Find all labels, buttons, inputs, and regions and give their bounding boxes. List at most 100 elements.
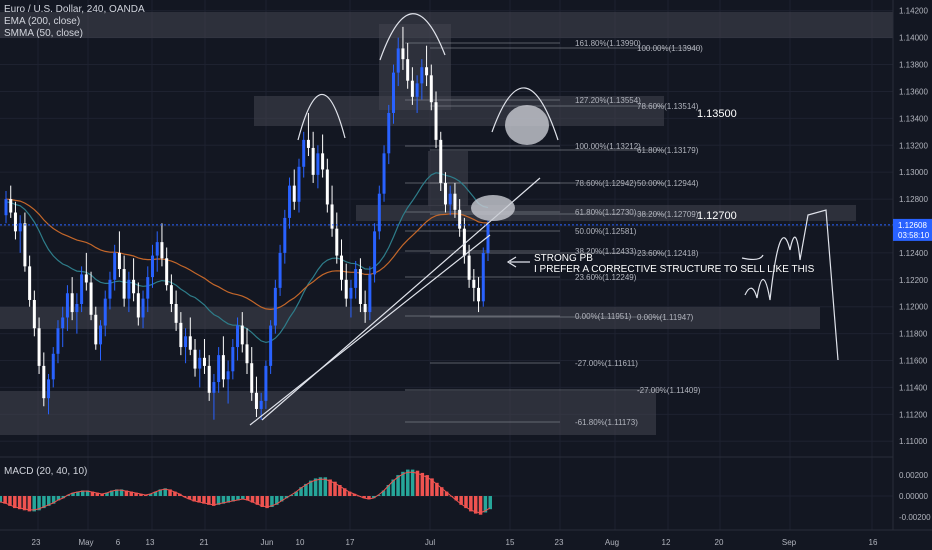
time-tick-label: Jul [425, 538, 435, 547]
macd-histogram-bar [459, 496, 463, 505]
fib-label: 100.00%(1.13940) [637, 44, 703, 53]
candle-body [467, 255, 471, 280]
annotation-line-2: I PREFER A CORRECTIVE STRUCTURE TO SELL … [534, 264, 815, 275]
annotation-line-1: STRONG PB [534, 253, 593, 264]
macd-histogram-bar [289, 494, 294, 496]
supply-demand-zones [0, 12, 893, 435]
macd-histogram-bar [221, 496, 226, 504]
macd-histogram-bar [444, 491, 449, 496]
fib-label: 78.60%(1.13514) [637, 102, 699, 111]
price-tick-label: 1.14000 [899, 34, 928, 43]
candle-body [169, 285, 173, 305]
macd-histogram-bar [265, 496, 269, 509]
macd-histogram-bar [338, 485, 342, 496]
price-tick-label: 1.11800 [899, 330, 928, 339]
candle-body [212, 382, 216, 393]
time-tick-label: 17 [346, 538, 355, 547]
candle-body [32, 299, 36, 329]
candle-body [23, 223, 27, 267]
macd-histogram-bar [367, 496, 371, 500]
macd-histogram-bar [381, 490, 386, 496]
macd-histogram-bar [187, 496, 192, 500]
hand-drawn-stroke [249, 234, 491, 426]
candle-body [122, 269, 126, 299]
macd-histogram-bar [66, 494, 70, 496]
time-tick-label: 20 [715, 538, 724, 547]
candle-body [184, 336, 188, 348]
fib-label: -27.00%(1.11611) [575, 359, 638, 368]
candle-body [13, 212, 17, 232]
price-tick-label: 1.12000 [899, 303, 928, 312]
candle-body [477, 287, 481, 302]
macd-histogram-bar [406, 469, 410, 496]
candle-body [51, 353, 55, 380]
macd-histogram-bar [197, 496, 201, 503]
macd-histogram-bar [51, 496, 56, 504]
macd-histogram-bar [275, 496, 279, 505]
macd-histogram-bar [105, 492, 109, 496]
macd-histogram-bar [80, 490, 85, 496]
candle-body [387, 112, 391, 154]
candle-body [349, 287, 353, 299]
hand-drawings [249, 13, 839, 426]
candle-body [245, 344, 249, 364]
candle-body [174, 304, 178, 323]
candle-body [113, 252, 117, 280]
candle-body [401, 48, 405, 60]
symbol-title[interactable]: Euro / U.S. Dollar, 240, OANDA [4, 4, 145, 15]
macd-histogram-bar [114, 489, 119, 496]
candle-body [221, 355, 225, 380]
macd-histogram-bar [0, 496, 2, 503]
fib-label: 50.00%(1.12581) [575, 227, 637, 236]
candle-body [146, 277, 150, 299]
candle-body [240, 325, 244, 345]
candle-body [226, 371, 230, 380]
candle-body [84, 274, 88, 283]
smma-indicator-label[interactable]: SMMA (50, close) [4, 28, 83, 39]
fib-label: -61.80%(1.11173) [575, 418, 638, 427]
time-tick-label: 6 [116, 538, 121, 547]
fib-label: 61.80%(1.12730) [575, 208, 637, 217]
candle-body [193, 349, 197, 369]
candle-body [155, 242, 159, 256]
candle-body [321, 153, 325, 170]
macd-histogram-bar [3, 496, 7, 504]
time-tick-label: 21 [200, 538, 209, 547]
candle-body [453, 193, 457, 210]
macd-tick-label: 0.00200 [899, 471, 928, 480]
candle-body [382, 153, 386, 194]
fib-label: 23.60%(1.12249) [575, 273, 637, 282]
macd-histogram-bar [284, 496, 289, 499]
candle-body [47, 379, 51, 399]
fib-label: 100.00%(1.13212) [575, 142, 641, 151]
candle-body [273, 287, 277, 326]
macd-histogram-bar [386, 485, 391, 496]
macd-histogram-bar [488, 496, 492, 510]
time-tick-label: May [78, 538, 93, 547]
candle-body [141, 298, 145, 318]
candle-body [306, 139, 310, 148]
candle-body [410, 80, 414, 97]
macd-histogram-bar [308, 480, 313, 496]
highlight-ellipse [471, 195, 515, 221]
macd-histogram-bar [250, 496, 255, 503]
candle-body [231, 347, 235, 372]
time-tick-label: 15 [506, 538, 515, 547]
time-tick-label: 16 [869, 538, 878, 547]
price-axis[interactable]: 1.14200 1.14000 1.13800 1.13600 1.13400 1.132… [892, 0, 932, 550]
price-tick-label: 1.13000 [899, 168, 928, 177]
macd-histogram-bar [410, 469, 415, 496]
macd-histogram-bar [435, 482, 439, 496]
ema-indicator-label[interactable]: EMA (200, close) [4, 16, 81, 27]
candle-body [358, 269, 362, 305]
candle-body [236, 325, 240, 348]
fib-label: 50.00%(1.12944) [637, 179, 699, 188]
candle-body [132, 279, 136, 294]
macd-indicator-label[interactable]: MACD (20, 40, 10) [4, 466, 88, 477]
time-axis[interactable]: 23 May 6 13 21 Jun 10 17 Jul 15 23 Aug 12 20 Sep 16 [0, 529, 932, 547]
macd-histogram-bar [134, 492, 138, 496]
candle-body [61, 317, 65, 329]
macd-histogram-bar [323, 477, 328, 496]
macd-tick-label: 0.00000 [899, 492, 928, 501]
